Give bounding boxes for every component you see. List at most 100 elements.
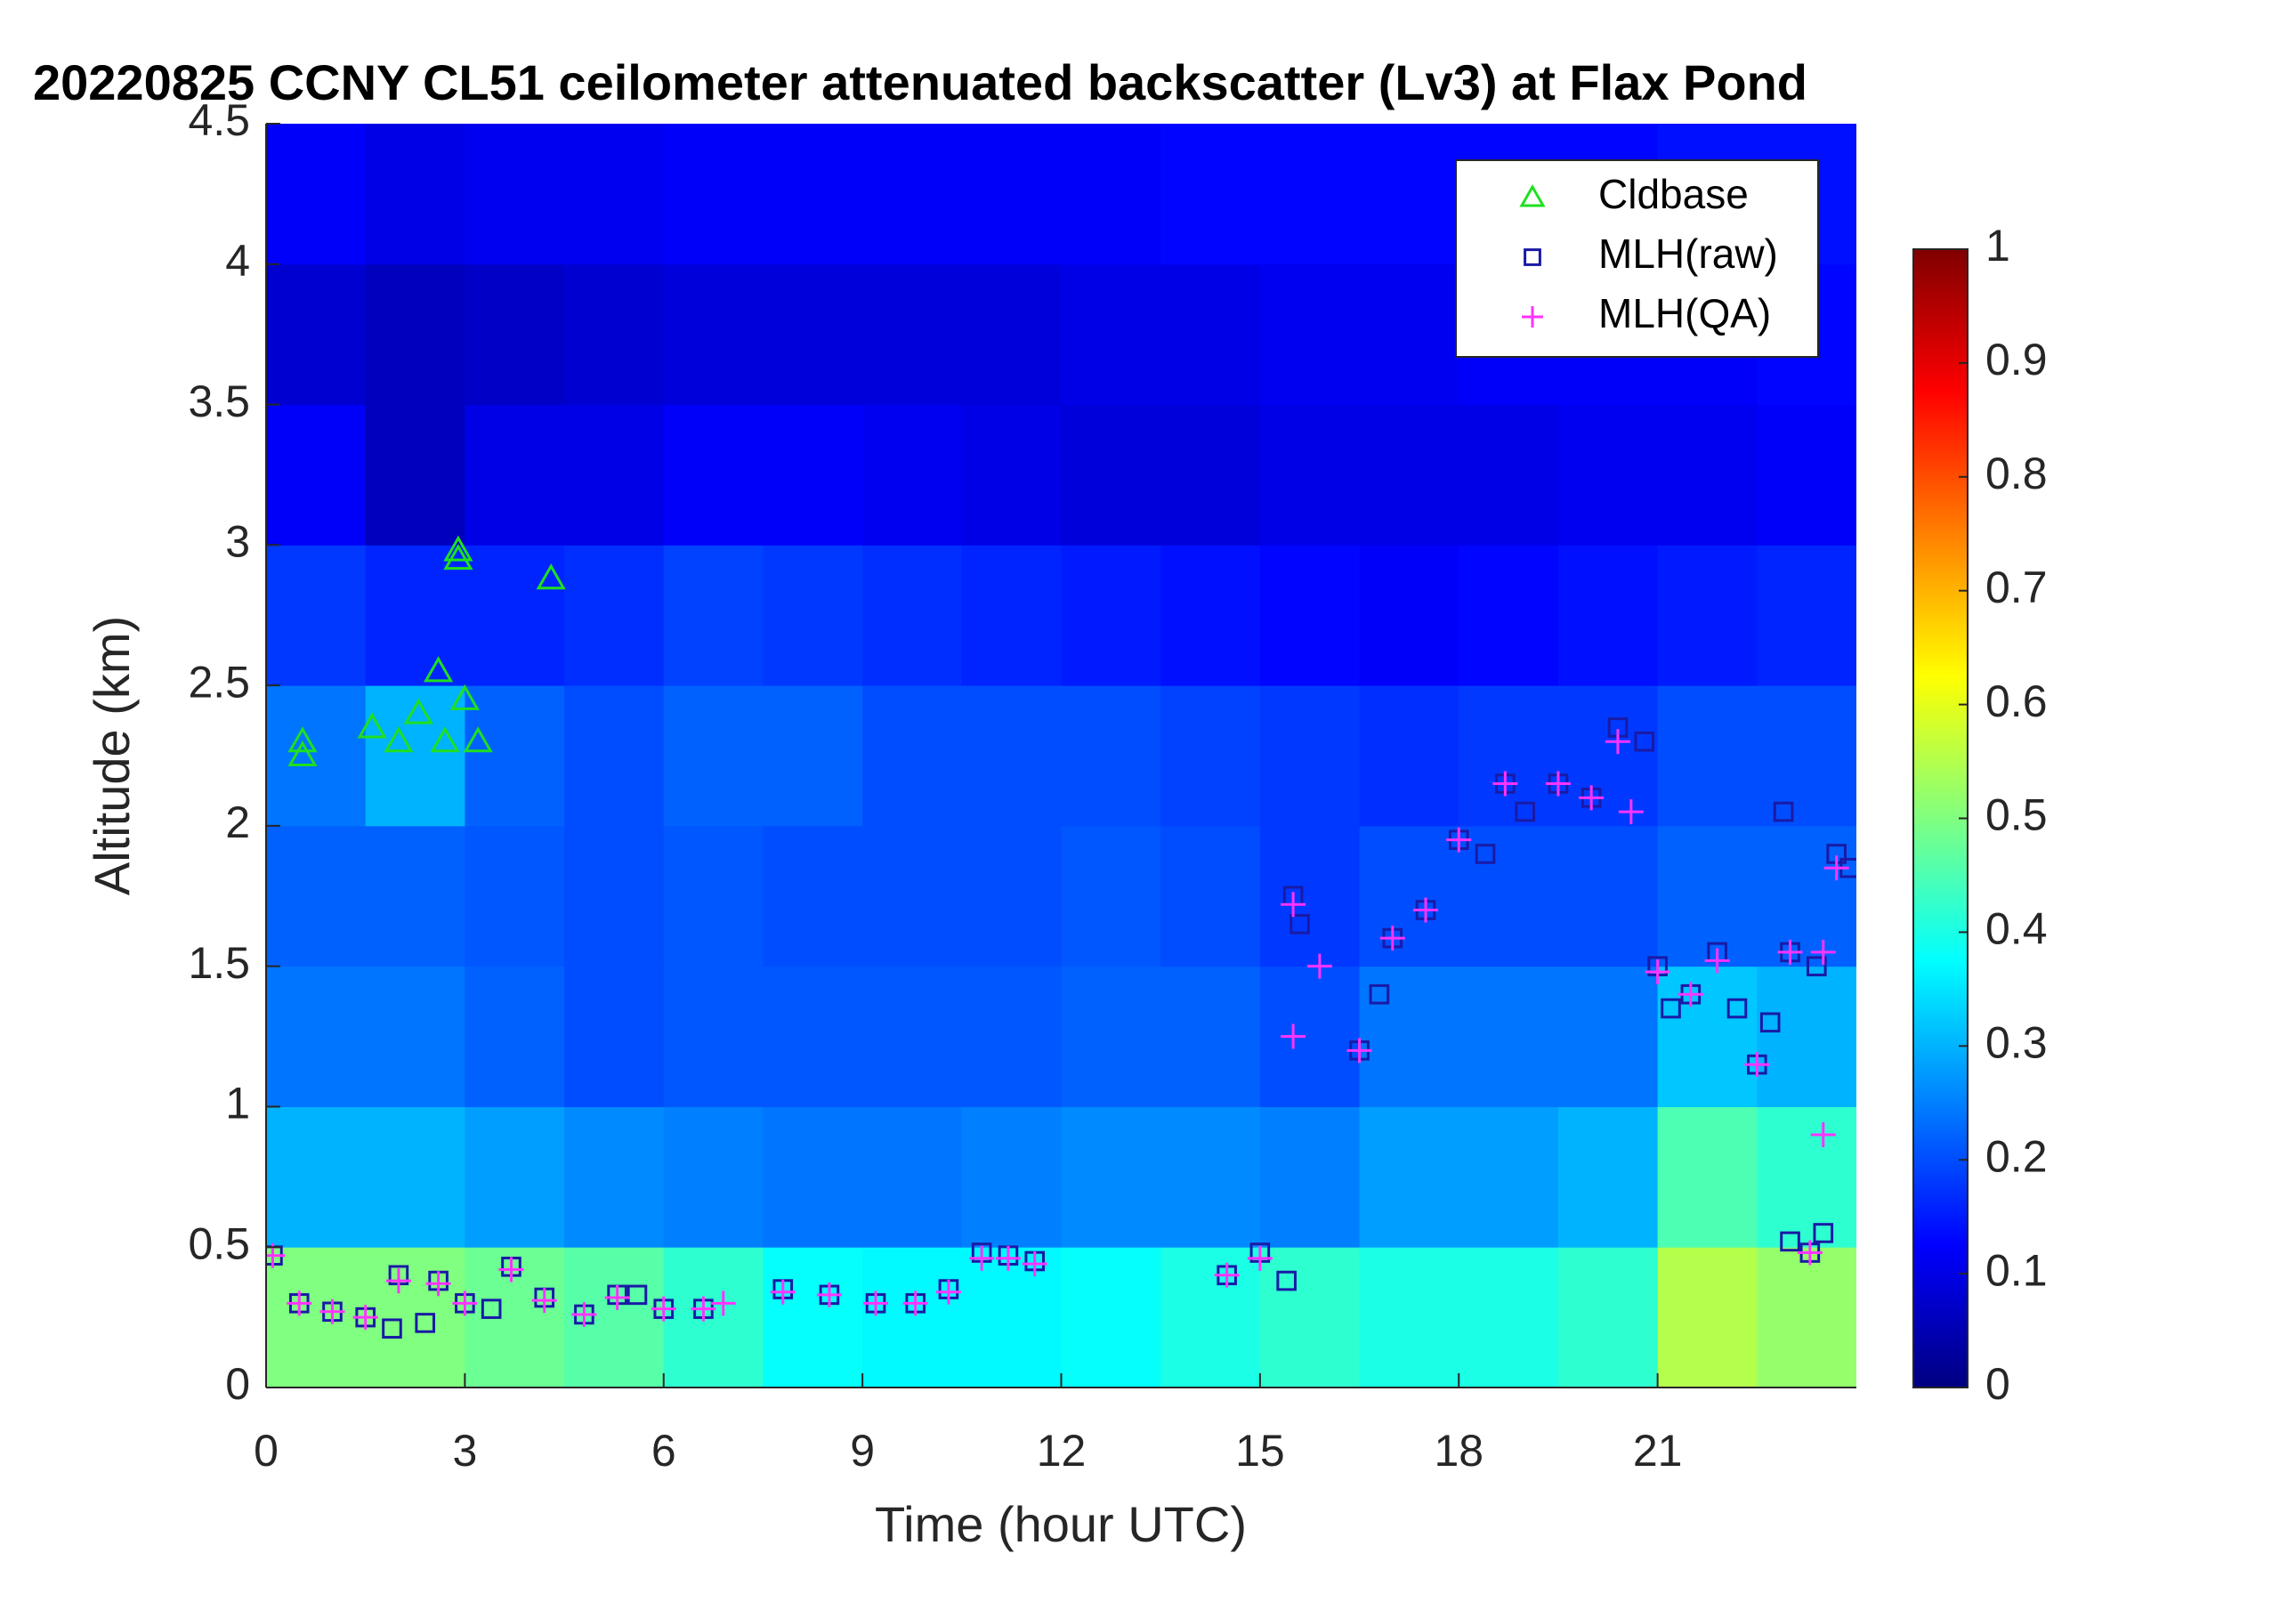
heatmap-cell	[564, 263, 665, 406]
plus-marker	[385, 1268, 411, 1294]
heatmap-cell	[961, 966, 1062, 1107]
heatmap-cell	[1061, 825, 1161, 967]
plus-marker	[571, 1301, 597, 1327]
x-tick-label: 12	[1037, 1426, 1087, 1476]
plus-marker	[1645, 959, 1670, 984]
heatmap	[266, 124, 1856, 1388]
heatmap-cell	[465, 1106, 565, 1248]
heatmap-cell	[1160, 124, 1261, 265]
heatmap-cell	[266, 685, 367, 827]
x-tick-label: 18	[1434, 1426, 1484, 1476]
plus-marker	[1744, 1052, 1770, 1078]
heatmap-cell	[763, 545, 863, 686]
heatmap-cell	[1757, 404, 1856, 546]
plus-marker	[1446, 827, 1472, 853]
triangle-marker	[443, 544, 473, 570]
x-tick-label: 6	[651, 1426, 676, 1476]
x-tick-label: 3	[452, 1426, 477, 1476]
heatmap-cell	[1359, 263, 1459, 406]
heatmap-cell	[1359, 404, 1459, 546]
heatmap-cell	[1557, 1106, 1659, 1248]
plus-marker	[1281, 1024, 1306, 1049]
heatmap-cell	[1557, 404, 1659, 546]
heatmap-cell	[365, 1106, 465, 1248]
plus-marker	[1522, 306, 1543, 328]
heatmap-cell	[663, 263, 764, 406]
heatmap-cell	[465, 263, 565, 406]
heatmap-cell	[266, 263, 367, 406]
heatmap-cell	[465, 404, 565, 546]
square-marker	[1289, 914, 1310, 934]
square-marker	[1661, 998, 1681, 1019]
heatmap-cell	[1061, 685, 1161, 827]
square-marker	[1634, 731, 1655, 752]
plus-marker	[863, 1290, 889, 1316]
heatmap-cell	[961, 545, 1062, 686]
heatmap-cell	[465, 545, 565, 686]
triangle-marker	[403, 698, 433, 724]
square-marker	[1813, 1223, 1834, 1243]
heatmap-cell	[1061, 966, 1161, 1107]
heatmap-cell	[1061, 263, 1161, 406]
colorbar-tick-label: 0.8	[1985, 449, 2048, 498]
heatmap-cell	[1061, 124, 1161, 265]
x-tick-label: 9	[850, 1426, 875, 1476]
heatmap-cell	[862, 404, 963, 546]
heatmap-cell	[1657, 1106, 1758, 1248]
plus-marker	[1810, 939, 1836, 965]
plus-marker	[691, 1296, 716, 1322]
heatmap-cell	[1259, 404, 1361, 546]
y-axis-label: Altitude (km)	[84, 616, 140, 895]
heatmap-cell	[1757, 1247, 1856, 1388]
plus-marker	[1247, 1245, 1273, 1271]
heatmap-cell	[1259, 545, 1361, 686]
plus-marker	[1704, 948, 1730, 974]
plus-marker	[1281, 892, 1306, 918]
plus-marker	[1346, 1038, 1372, 1064]
heatmap-cell	[663, 966, 764, 1107]
heatmap-cell	[1657, 1247, 1758, 1388]
heatmap-cell	[564, 545, 665, 686]
heatmap-cell	[1259, 825, 1361, 967]
plus-marker	[1605, 729, 1630, 755]
triangle-marker	[443, 535, 473, 562]
x-axis-label: Time (hour UTC)	[875, 1496, 1247, 1552]
colorbar-tick-label: 0.1	[1985, 1245, 2048, 1295]
heatmap-cell	[564, 404, 665, 546]
heatmap-cell	[862, 545, 963, 686]
heatmap-cell	[365, 545, 465, 686]
heatmap-cell	[465, 685, 565, 827]
heatmap-cell	[663, 1247, 764, 1388]
square-marker	[1369, 983, 1390, 1005]
heatmap-cell	[465, 966, 565, 1107]
triangle-marker	[424, 656, 454, 683]
square-marker	[382, 1318, 402, 1339]
heatmap-cell	[1459, 545, 1559, 686]
heatmap-cell	[1160, 1106, 1261, 1248]
y-tick-label: 2	[225, 797, 250, 847]
heatmap-cell	[1557, 966, 1659, 1107]
square-marker	[1475, 844, 1496, 864]
heatmap-cell	[1160, 685, 1261, 827]
triangle-marker	[536, 563, 566, 590]
triangle-marker	[1519, 183, 1546, 207]
square-marker	[1524, 248, 1541, 266]
triangle-marker	[287, 740, 318, 766]
heatmap-cell	[961, 825, 1062, 967]
heatmap-cell	[266, 966, 367, 1107]
plus-marker	[498, 1257, 524, 1282]
square-marker	[1759, 1012, 1781, 1033]
heatmap-cell	[961, 1106, 1062, 1248]
heatmap-cell	[663, 545, 764, 686]
heatmap-cell	[763, 124, 863, 265]
heatmap-cell	[1557, 1247, 1659, 1388]
plus-marker	[1579, 785, 1605, 811]
plus-marker	[1492, 771, 1518, 797]
plus-marker	[651, 1296, 676, 1322]
heatmap-cell	[1160, 966, 1261, 1107]
plus-marker	[995, 1245, 1021, 1271]
heatmap-cell	[1657, 545, 1758, 686]
triangle-marker	[430, 726, 460, 753]
plus-marker	[604, 1285, 630, 1311]
plus-marker	[1797, 1240, 1823, 1266]
